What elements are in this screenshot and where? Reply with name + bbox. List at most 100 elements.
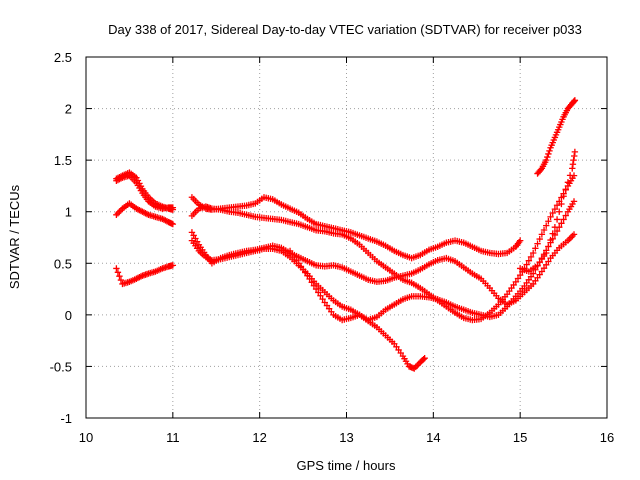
data-point (569, 232, 576, 240)
data-point (516, 271, 524, 279)
data-point (549, 209, 556, 217)
data-point (547, 236, 554, 244)
series-track-8 (188, 198, 578, 324)
data-point (566, 235, 573, 243)
series-track-9 (286, 247, 428, 372)
y-tick-label: 2.5 (54, 50, 72, 65)
data-point (114, 269, 122, 276)
data-point (571, 97, 579, 104)
data-point (512, 278, 520, 286)
data-point (566, 172, 574, 179)
data-point (538, 268, 546, 275)
data-point (543, 222, 550, 229)
data-point (527, 253, 535, 261)
data-point (553, 216, 561, 223)
series-track-2 (113, 172, 177, 212)
data-point (553, 202, 561, 209)
data-point (543, 261, 550, 269)
x-tick-label: 16 (600, 430, 614, 445)
data-point (553, 227, 561, 235)
data-point (310, 282, 318, 289)
data-point (304, 272, 311, 279)
y-tick-label: 0.5 (54, 256, 72, 271)
data-series (113, 97, 579, 372)
data-point (306, 275, 313, 283)
data-point (523, 261, 530, 268)
y-tick-label: 2 (65, 102, 72, 117)
data-point (116, 272, 123, 280)
data-point (543, 249, 550, 257)
series-track-4 (113, 262, 177, 288)
data-point (544, 153, 551, 161)
x-tick-label: 11 (166, 430, 180, 445)
data-point (117, 276, 125, 284)
data-point (545, 150, 552, 158)
data-point (571, 97, 578, 105)
data-point (525, 257, 533, 264)
series-track-11 (516, 148, 579, 275)
series-track-3 (113, 200, 177, 228)
data-point (536, 235, 543, 243)
x-tick-labels: 10 11 12 13 14 15 16 (79, 430, 614, 445)
data-point (571, 148, 579, 156)
data-point (420, 356, 427, 363)
series-track-10 (534, 97, 579, 177)
y-tick-labels: -1 -0.5 0 0.5 1 1.5 2 2.5 (50, 50, 72, 426)
data-point (116, 208, 123, 215)
data-point (570, 156, 577, 164)
x-axis-label: GPS time / hours (297, 458, 396, 473)
data-point (569, 165, 576, 172)
data-point (564, 179, 572, 186)
data-point (545, 218, 552, 225)
data-point (113, 265, 120, 272)
data-point (534, 240, 541, 247)
data-point (545, 243, 552, 250)
y-tick-label: -0.5 (50, 359, 72, 374)
y-tick-label: 1 (65, 205, 72, 220)
data-point (532, 245, 539, 252)
data-point (540, 264, 548, 272)
y-tick-label: -1 (60, 411, 72, 426)
x-tick-label: 12 (252, 430, 266, 445)
axis-ticks (85, 56, 608, 419)
x-tick-label: 15 (513, 430, 527, 445)
data-point (421, 354, 428, 362)
data-point (317, 292, 324, 299)
data-point (516, 237, 524, 244)
data-point (538, 231, 546, 238)
data-point (169, 204, 177, 211)
data-point (537, 166, 544, 173)
data-point (560, 193, 567, 200)
data-point (551, 205, 559, 213)
y-tick-label: 0 (65, 308, 72, 323)
data-point (547, 213, 554, 221)
data-point (570, 231, 578, 238)
data-point (567, 234, 575, 241)
data-point (562, 186, 569, 193)
data-point (558, 200, 565, 208)
data-point (556, 208, 563, 215)
data-point (558, 220, 565, 227)
data-point (308, 279, 315, 286)
data-point (114, 210, 122, 217)
data-point (312, 285, 320, 293)
y-tick-label: 1.5 (54, 153, 72, 168)
chart-title: Day 338 of 2017, Sidereal Day-to-day VTE… (108, 22, 582, 37)
data-point (562, 212, 569, 219)
data-point (315, 289, 322, 296)
series-track-5 (188, 194, 524, 262)
series-track-6 (188, 172, 578, 324)
data-point (560, 216, 567, 223)
data-point (113, 211, 120, 219)
data-point (571, 152, 578, 160)
data-point (545, 258, 552, 265)
data-point (570, 198, 578, 205)
x-tick-label: 10 (79, 430, 93, 445)
x-tick-label: 13 (339, 430, 353, 445)
data-point (551, 223, 559, 231)
data-point (169, 262, 177, 269)
data-point (540, 226, 548, 234)
data-point (529, 249, 537, 257)
x-tick-label: 14 (426, 430, 440, 445)
y-axis-label: SDTVAR / TECUs (7, 184, 22, 289)
